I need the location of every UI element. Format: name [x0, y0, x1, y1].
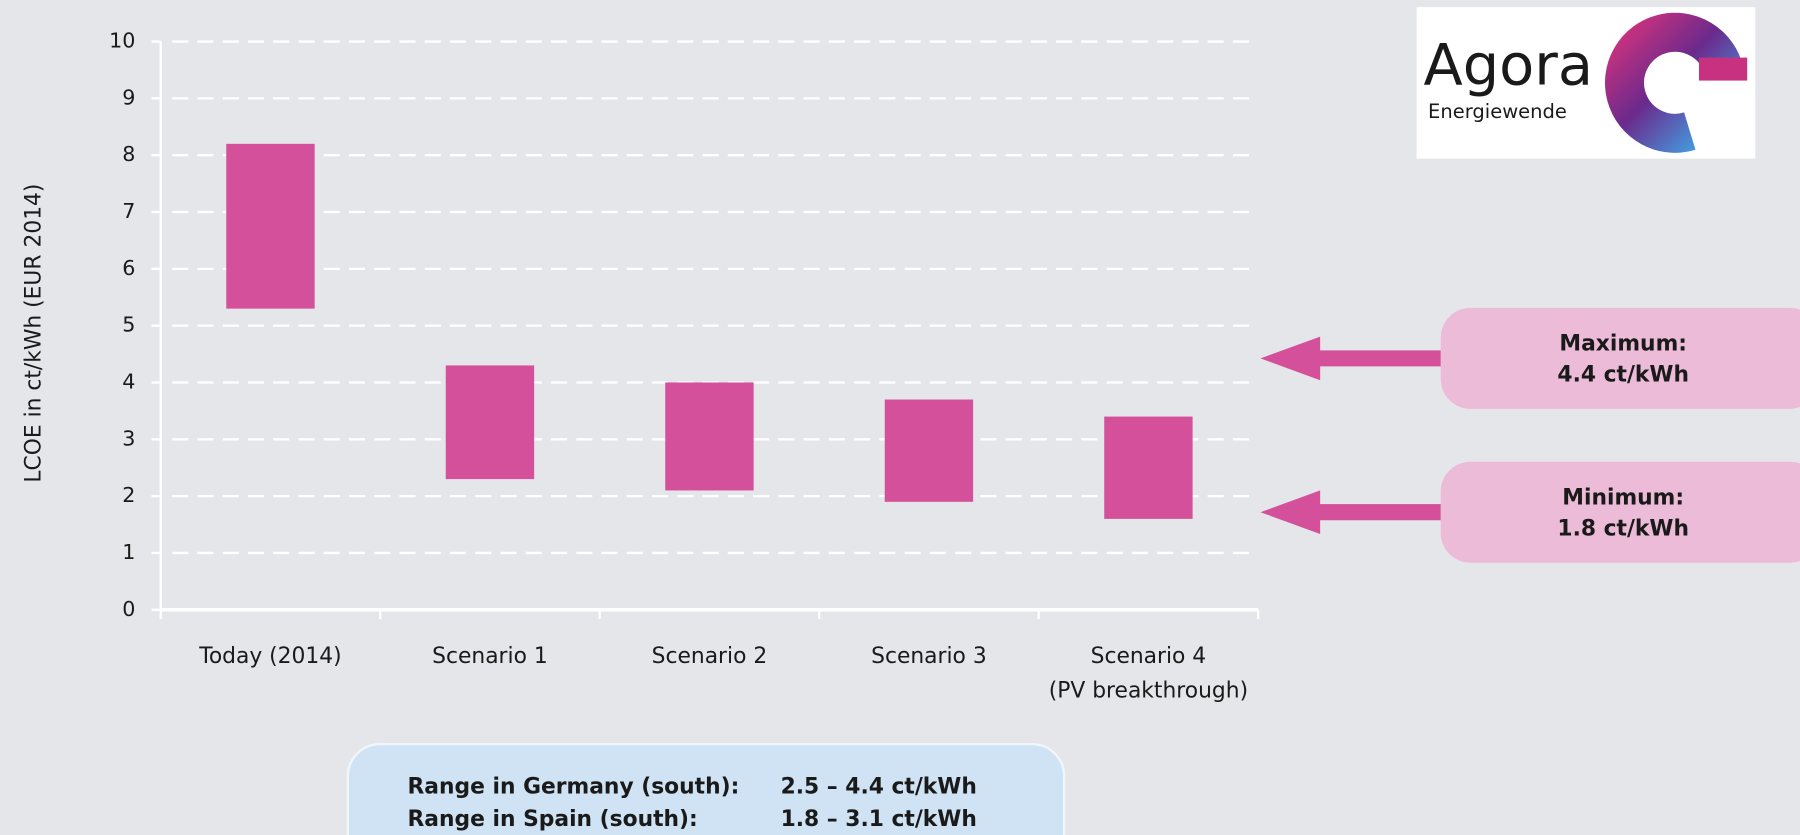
- y-axis-label: LCOE in ct/kWh (EUR 2014): [21, 184, 46, 483]
- logo-ring-end: [1698, 57, 1748, 81]
- callout-text: 4.4 ct/kWh: [1557, 363, 1689, 388]
- x-tick-label: Scenario 1: [432, 644, 548, 669]
- x-tick-label: Scenario 4: [1091, 644, 1207, 669]
- callout-text: Minimum:: [1562, 485, 1684, 510]
- y-tick-label: 8: [122, 142, 135, 166]
- y-tick-label: 4: [122, 369, 135, 393]
- range-value: 1.8 – 3.1 ct/kWh: [781, 807, 977, 832]
- y-tick-label: 6: [122, 256, 135, 280]
- callout-text: 1.8 ct/kWh: [1557, 516, 1689, 541]
- x-tick-label: Today (2014): [198, 644, 341, 669]
- callout-arrow: [1260, 490, 1441, 535]
- range-bar: [445, 365, 535, 480]
- y-tick-label: 9: [122, 85, 135, 109]
- range-bar: [226, 143, 315, 309]
- callout-box: [1440, 307, 1800, 409]
- logo-name: Agora: [1423, 32, 1593, 99]
- y-tick-label: 0: [122, 597, 135, 621]
- logo-ring: [1605, 12, 1744, 153]
- range-box: Range in Germany (south): 2.5 – 4.4 ct/k…: [346, 742, 1066, 835]
- range-bar: [665, 382, 754, 491]
- range-box-bg: [346, 742, 1066, 835]
- y-tick-label: 2: [122, 483, 135, 507]
- y-tick-label: 1: [122, 540, 135, 564]
- y-tick-label: 5: [122, 313, 135, 337]
- range-bar: [1104, 416, 1193, 519]
- range-label: Range in Spain (south):: [408, 807, 698, 832]
- y-tick-label: 7: [122, 199, 135, 223]
- y-tick-label: 3: [122, 426, 135, 450]
- range-label: Range in Germany (south):: [408, 775, 740, 800]
- callout-box: [1440, 461, 1800, 563]
- y-tick-label: 10: [109, 29, 135, 53]
- range-bar: [884, 399, 974, 502]
- logo: Agora Energiewende: [1416, 7, 1756, 159]
- callout-arrow: [1260, 336, 1441, 381]
- logo-subtitle: Energiewende: [1428, 100, 1567, 123]
- callout-text: Maximum:: [1559, 332, 1687, 357]
- x-tick-label: Scenario 2: [652, 644, 768, 669]
- x-tick-label: Scenario 3: [871, 644, 987, 669]
- callout-max: Maximum: 4.4 ct/kWh: [1260, 307, 1800, 409]
- x-tick-label: (PV breakthrough): [1049, 678, 1248, 703]
- range-value: 2.5 – 4.4 ct/kWh: [781, 775, 977, 800]
- callout-min: Minimum: 1.8 ct/kWh: [1260, 461, 1800, 563]
